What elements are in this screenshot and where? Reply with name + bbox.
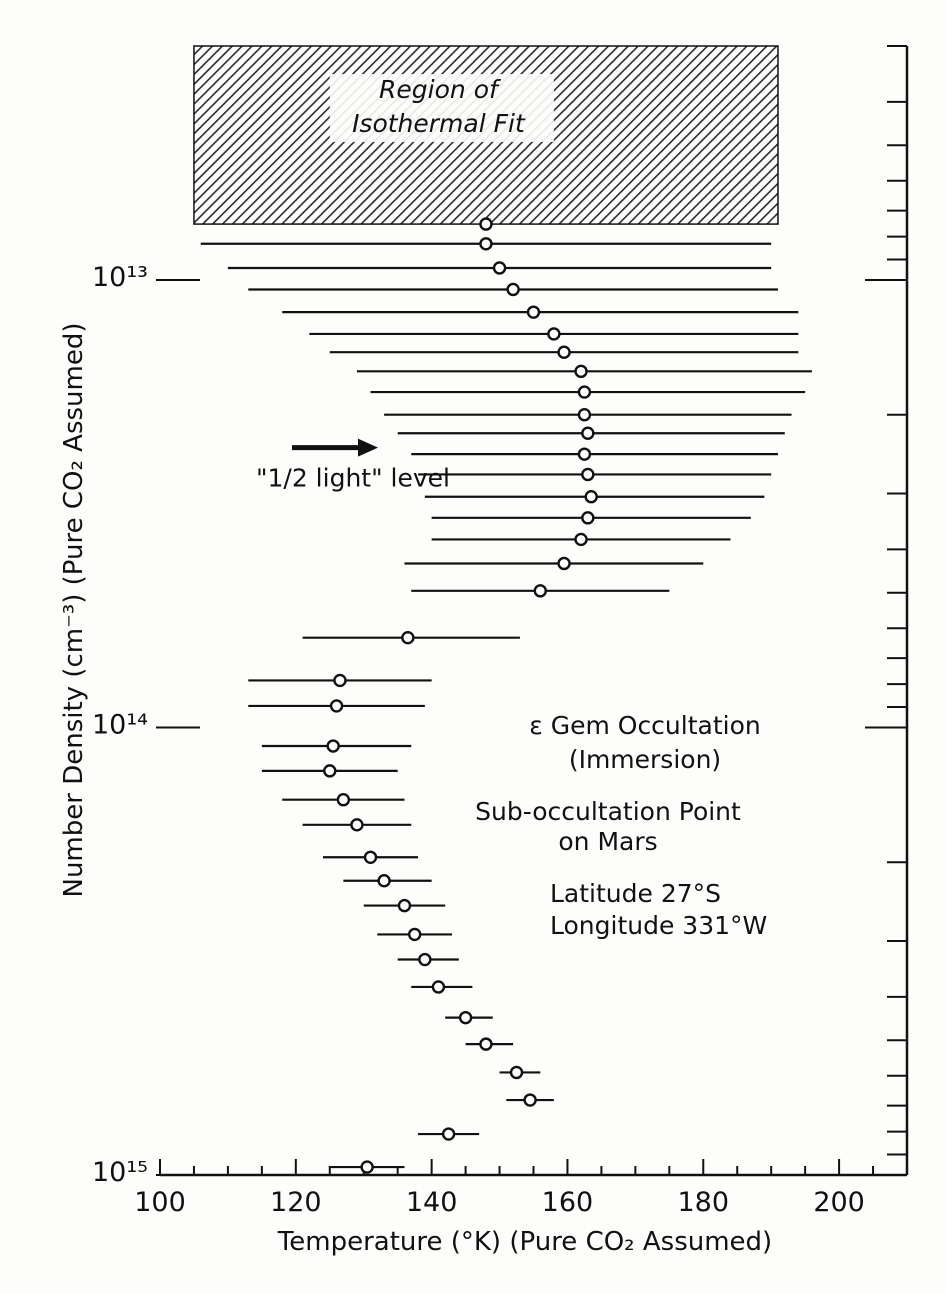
data-point <box>441 1127 456 1141</box>
sub-point-line2: on Mars <box>558 827 657 856</box>
occultation-subtitle: (Immersion) <box>569 745 721 774</box>
data-point <box>407 927 422 942</box>
data-point <box>377 874 391 888</box>
x-tick-label: 140 <box>406 1187 458 1218</box>
data-point <box>584 490 598 504</box>
x-axis: 100 120 140 160 180 200 <box>134 1159 908 1218</box>
region-label: Region of Isothermal Fit <box>329 74 554 142</box>
data-point <box>479 237 493 251</box>
data-point <box>329 699 344 713</box>
occultation-title: ε Gem Occultation <box>529 711 760 740</box>
data-point <box>323 764 337 778</box>
x-tick-label: 160 <box>542 1187 594 1218</box>
data-point <box>577 447 592 461</box>
data-point <box>336 793 351 807</box>
half-light-annotation: "1/2 light" level <box>256 438 450 493</box>
data-point <box>577 408 592 422</box>
data-point <box>479 1037 493 1051</box>
data-point <box>577 385 592 399</box>
data-point <box>574 532 588 547</box>
x-tick-label: 180 <box>677 1187 729 1218</box>
x-axis-title: Temperature (°K) (Pure CO₂ Assumed) <box>277 1227 772 1257</box>
data-point <box>431 980 446 994</box>
data-points <box>323 217 598 1174</box>
longitude-label: Longitude 331°W <box>550 911 767 940</box>
y-axis: 10¹³ 10¹⁴ 10¹⁵ <box>92 45 907 1188</box>
data-point <box>547 327 561 341</box>
data-point <box>479 217 493 231</box>
data-point <box>574 364 588 379</box>
data-point <box>458 1010 473 1025</box>
region-label-line1: Region of <box>379 75 501 104</box>
data-point <box>557 345 571 359</box>
data-point <box>401 630 415 645</box>
x-tick-label: 100 <box>134 1187 186 1218</box>
data-point <box>326 739 340 753</box>
data-point <box>533 584 547 598</box>
half-light-label: "1/2 light" level <box>256 464 450 493</box>
data-point <box>581 511 595 525</box>
data-point <box>333 673 347 688</box>
x-tick-label: 120 <box>270 1187 322 1218</box>
y-tick-label: 10¹³ <box>92 262 148 293</box>
y-axis-title: Number Density (cm⁻³) (Pure CO₂ Assumed) <box>59 323 89 898</box>
x-tick-label: 200 <box>813 1187 865 1218</box>
data-point <box>557 556 571 571</box>
data-point <box>363 850 378 864</box>
sub-point-line1: Sub-occultation Point <box>475 797 741 826</box>
data-point <box>418 952 432 967</box>
data-point <box>397 898 412 913</box>
latitude-label: Latitude 27°S <box>550 879 721 908</box>
error-bars <box>200 242 812 1169</box>
occultation-info: ε Gem Occultation (Immersion) Sub-occult… <box>475 711 767 940</box>
data-point <box>523 1093 537 1107</box>
data-point <box>526 305 541 319</box>
region-label-line2: Isothermal Fit <box>352 109 526 138</box>
data-point <box>360 1160 374 1174</box>
y-tick-label: 10¹⁵ <box>92 1157 148 1188</box>
y-tick-label: 10¹⁴ <box>92 709 148 740</box>
data-point <box>506 282 520 297</box>
data-point <box>350 818 364 832</box>
arrow-head-icon <box>358 438 378 457</box>
data-point <box>492 261 507 275</box>
data-point <box>509 1065 524 1080</box>
data-point <box>581 426 595 440</box>
data-point <box>581 467 595 482</box>
